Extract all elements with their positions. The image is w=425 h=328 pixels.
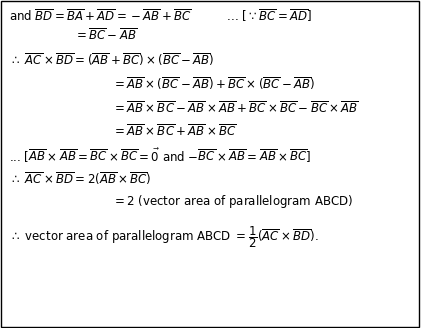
Text: $\therefore$ vector area of parallelogram ABCD $= \dfrac{1}{2}(\overline{AC} \ti: $\therefore$ vector area of parallelogra… — [9, 224, 318, 250]
Text: $= \overline{AB} \times (\overline{BC} - \overline{AB}) + \overline{BC} \times (: $= \overline{AB} \times (\overline{BC} -… — [112, 75, 315, 92]
Text: $= \overline{BC} - \overline{AB}$: $= \overline{BC} - \overline{AB}$ — [74, 28, 138, 43]
Text: and $\overline{BD} = \overline{BA} + \overline{AD} = -\overline{AB} + \overline{: and $\overline{BD} = \overline{BA} + \ov… — [9, 8, 312, 25]
Text: $= \overline{AB} \times \overline{BC} - \overline{AB} \times \overline{AB} + \ov: $= \overline{AB} \times \overline{BC} - … — [112, 100, 359, 116]
Text: $\therefore\ \overline{AC} \times \overline{BD} = 2(\overline{AB} \times \overli: $\therefore\ \overline{AC} \times \overl… — [9, 170, 151, 187]
Text: $= 2$ (vector area of parallelogram ABCD): $= 2$ (vector area of parallelogram ABCD… — [112, 193, 353, 210]
Text: $\therefore\ \overline{AC} \times \overline{BD} = (\overline{AB} + \overline{BC}: $\therefore\ \overline{AC} \times \overl… — [9, 51, 214, 69]
Text: $= \overline{AB} \times \overline{BC} + \overline{AB} \times \overline{BC}$: $= \overline{AB} \times \overline{BC} + … — [112, 124, 236, 139]
Text: ... $[\overline{AB} \times \overline{AB} = \overline{BC} \times \overline{BC} = : ... $[\overline{AB} \times \overline{AB}… — [9, 146, 312, 164]
